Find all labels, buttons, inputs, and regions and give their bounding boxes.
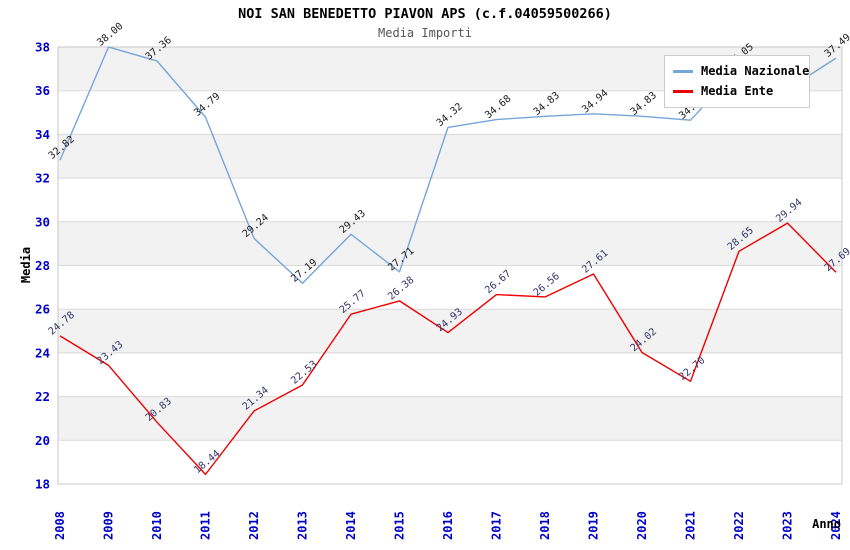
legend: Media Nazionale Media Ente [664, 55, 810, 108]
data-label-media-nazionale-2009: 38.00 [95, 21, 125, 49]
y-tick-label: 18 [35, 477, 50, 492]
x-axis-title: Anno [812, 517, 841, 531]
y-tick-label: 24 [35, 345, 50, 360]
y-tick-label: 30 [35, 214, 50, 229]
y-tick-label: 34 [35, 127, 50, 142]
x-tick-label-2022: 2022 [732, 511, 746, 540]
y-tick-label: 22 [35, 389, 50, 404]
x-tick-label-2010: 2010 [150, 511, 164, 540]
grid-band [58, 265, 842, 310]
grid-band [58, 440, 842, 484]
y-tick-label: 36 [35, 83, 50, 98]
legend-line-swatch [673, 89, 693, 93]
legend-label: Media Ente [701, 84, 774, 98]
y-tick-label: 20 [35, 433, 50, 448]
y-tick-label: 28 [35, 258, 50, 273]
grid-band [58, 396, 842, 441]
grid-band [58, 178, 842, 222]
series-line-media-ente [59, 222, 837, 476]
x-tick-label-2017: 2017 [490, 511, 504, 540]
legend-item-media-nazionale: Media Nazionale [673, 61, 809, 81]
x-tick-label-2008: 2008 [53, 511, 67, 540]
chart-title: NOI SAN BENEDETTO PIAVON APS (c.f.040595… [238, 6, 612, 22]
x-tick-label-2016: 2016 [441, 511, 455, 540]
y-tick-label: 32 [35, 171, 50, 186]
grid-band [58, 352, 842, 397]
x-tick-label-2020: 2020 [635, 511, 649, 540]
x-tick-label-2024: 2024 [829, 511, 843, 540]
x-tick-label-2019: 2019 [587, 511, 601, 540]
grid-band [58, 134, 842, 179]
x-tick-label-2015: 2015 [393, 511, 407, 540]
legend-label: Media Nazionale [701, 64, 810, 78]
x-tick-label-2011: 2011 [199, 511, 213, 540]
plot-border [57, 46, 843, 485]
grid-band [58, 221, 842, 266]
x-tick-label-2014: 2014 [344, 511, 358, 540]
x-tick-label-2023: 2023 [781, 511, 795, 540]
legend-item-media-ente: Media Ente [673, 81, 801, 101]
y-tick-label: 38 [35, 40, 50, 55]
legend-line-swatch [673, 69, 693, 73]
x-tick-label-2012: 2012 [247, 511, 261, 540]
y-axis-title: Media [19, 247, 33, 283]
x-tick-label-2013: 2013 [296, 511, 310, 540]
y-tick-label: 26 [35, 302, 50, 317]
x-tick-label-2021: 2021 [684, 511, 698, 540]
x-tick-label-2018: 2018 [538, 511, 552, 540]
x-tick-label-2009: 2009 [102, 511, 116, 540]
chart-subtitle: Media Importi [378, 26, 472, 40]
